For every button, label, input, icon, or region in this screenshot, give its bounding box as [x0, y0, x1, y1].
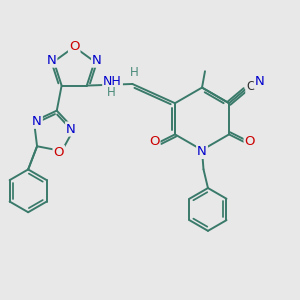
Text: N: N: [32, 115, 42, 128]
Text: N: N: [66, 122, 76, 136]
Text: C: C: [246, 80, 254, 93]
Text: N: N: [255, 75, 265, 88]
Text: N: N: [92, 54, 102, 67]
Text: H: H: [130, 66, 139, 79]
Text: N: N: [197, 145, 207, 158]
Text: NH: NH: [103, 75, 122, 88]
Text: O: O: [54, 146, 64, 159]
Text: O: O: [244, 135, 255, 148]
Text: O: O: [149, 135, 159, 148]
Text: H: H: [107, 86, 116, 99]
Text: N: N: [46, 54, 56, 67]
Text: O: O: [69, 40, 80, 53]
